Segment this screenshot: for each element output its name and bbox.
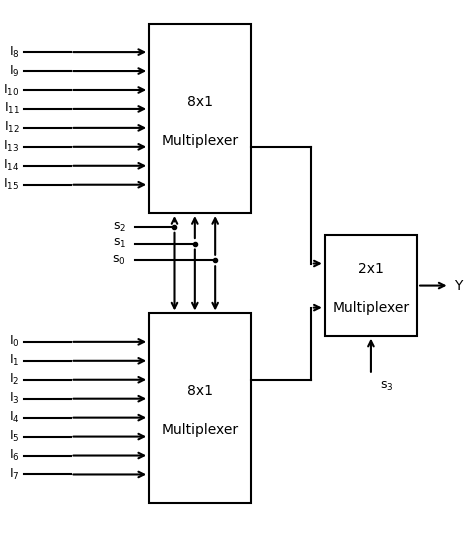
Text: $\mathrm{I_{10}}$: $\mathrm{I_{10}}$ [3, 82, 19, 97]
Text: 8x1: 8x1 [187, 385, 213, 399]
Text: 8x1: 8x1 [187, 95, 213, 109]
Text: $\mathrm{s_0}$: $\mathrm{s_0}$ [112, 254, 126, 267]
Text: $\mathrm{I_5}$: $\mathrm{I_5}$ [9, 429, 19, 444]
FancyBboxPatch shape [149, 314, 251, 503]
Text: $\mathrm{I_9}$: $\mathrm{I_9}$ [9, 63, 19, 78]
Text: $\mathrm{s_3}$: $\mathrm{s_3}$ [380, 380, 394, 393]
FancyBboxPatch shape [325, 235, 417, 336]
Text: $\mathrm{I_0}$: $\mathrm{I_0}$ [9, 334, 19, 349]
Text: $\mathrm{I_3}$: $\mathrm{I_3}$ [9, 391, 19, 406]
Text: $\mathrm{I_{15}}$: $\mathrm{I_{15}}$ [3, 177, 19, 192]
Text: Multiplexer: Multiplexer [161, 423, 238, 437]
Text: Y: Y [454, 278, 463, 292]
Text: $\mathrm{I_{12}}$: $\mathrm{I_{12}}$ [4, 120, 19, 136]
Text: $\mathrm{I_{11}}$: $\mathrm{I_{11}}$ [3, 101, 19, 116]
Text: $\mathrm{I_{13}}$: $\mathrm{I_{13}}$ [3, 139, 19, 155]
Text: 2x1: 2x1 [358, 262, 384, 276]
FancyBboxPatch shape [149, 24, 251, 213]
Text: $\mathrm{I_{14}}$: $\mathrm{I_{14}}$ [3, 158, 19, 173]
Text: $\mathrm{s_1}$: $\mathrm{s_1}$ [113, 237, 126, 250]
Text: $\mathrm{I_4}$: $\mathrm{I_4}$ [9, 410, 19, 425]
Text: $\mathrm{I_6}$: $\mathrm{I_6}$ [9, 448, 19, 463]
Text: $\mathrm{I_1}$: $\mathrm{I_1}$ [9, 353, 19, 368]
Text: $\mathrm{s_2}$: $\mathrm{s_2}$ [113, 221, 126, 234]
Text: $\mathrm{I_8}$: $\mathrm{I_8}$ [9, 45, 19, 60]
Text: $\mathrm{I_7}$: $\mathrm{I_7}$ [9, 467, 19, 482]
Text: Multiplexer: Multiplexer [161, 134, 238, 148]
Text: $\mathrm{I_2}$: $\mathrm{I_2}$ [9, 372, 19, 388]
Text: Multiplexer: Multiplexer [332, 301, 410, 315]
